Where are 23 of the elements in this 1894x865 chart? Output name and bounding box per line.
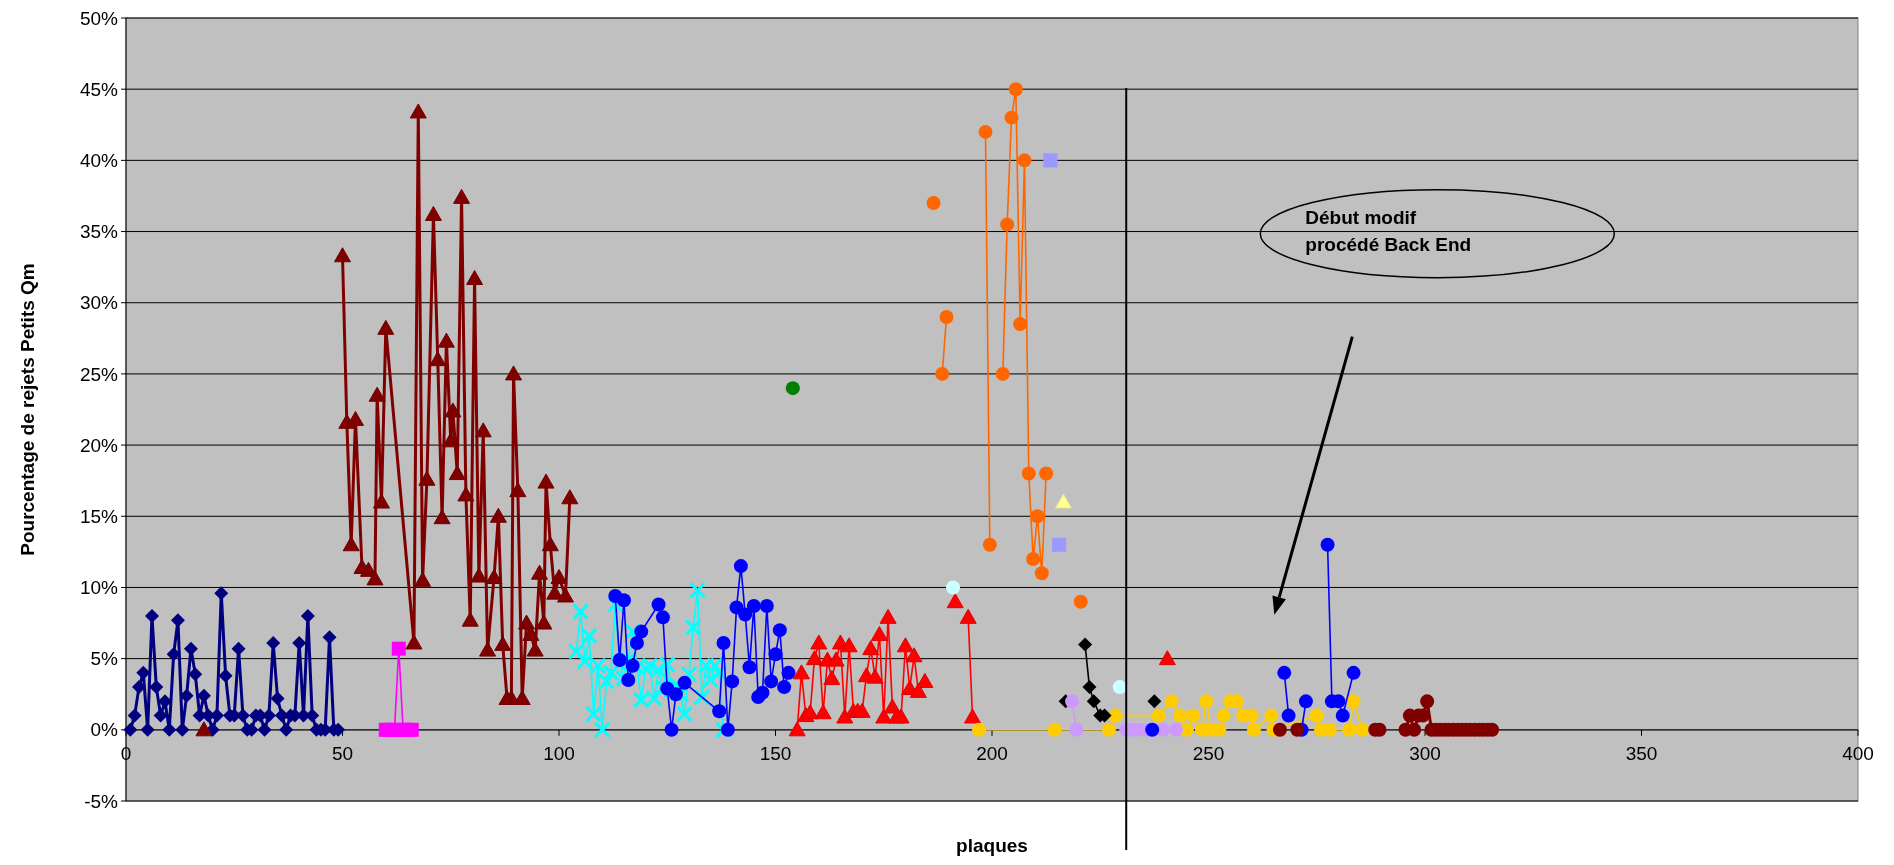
y-tick-label: 0% xyxy=(90,719,119,741)
y-axis-title: Pourcentage de rejets Petits Qm xyxy=(17,263,38,556)
y-tick-label: 35% xyxy=(79,221,119,243)
y-tick-label: 10% xyxy=(79,577,119,599)
x-tick-label: 400 xyxy=(1842,742,1874,764)
x-tick-label: 200 xyxy=(976,742,1008,764)
y-tick-label: 25% xyxy=(79,363,119,385)
y-tick-label: 15% xyxy=(79,505,119,527)
y-tick-label: 30% xyxy=(79,292,119,314)
x-tick-label: 50 xyxy=(331,742,354,764)
y-tick-label: 5% xyxy=(90,648,119,670)
x-tick-label: 250 xyxy=(1192,742,1225,764)
y-tick-label: 20% xyxy=(79,434,119,456)
y-tick-label: 45% xyxy=(79,78,119,100)
y-tick-label: 50% xyxy=(79,7,119,29)
x-tick-label: 100 xyxy=(543,742,575,764)
y-tick-label: 40% xyxy=(79,150,119,172)
x-axis-title: plaques xyxy=(956,835,1028,856)
annotation: Début modif procédé Back End xyxy=(1305,206,1472,255)
x-tick-label: 300 xyxy=(1409,742,1441,764)
x-tick-label: 150 xyxy=(759,742,792,764)
x-tick-label: 350 xyxy=(1625,742,1658,764)
y-tick-label: -5% xyxy=(84,790,119,812)
